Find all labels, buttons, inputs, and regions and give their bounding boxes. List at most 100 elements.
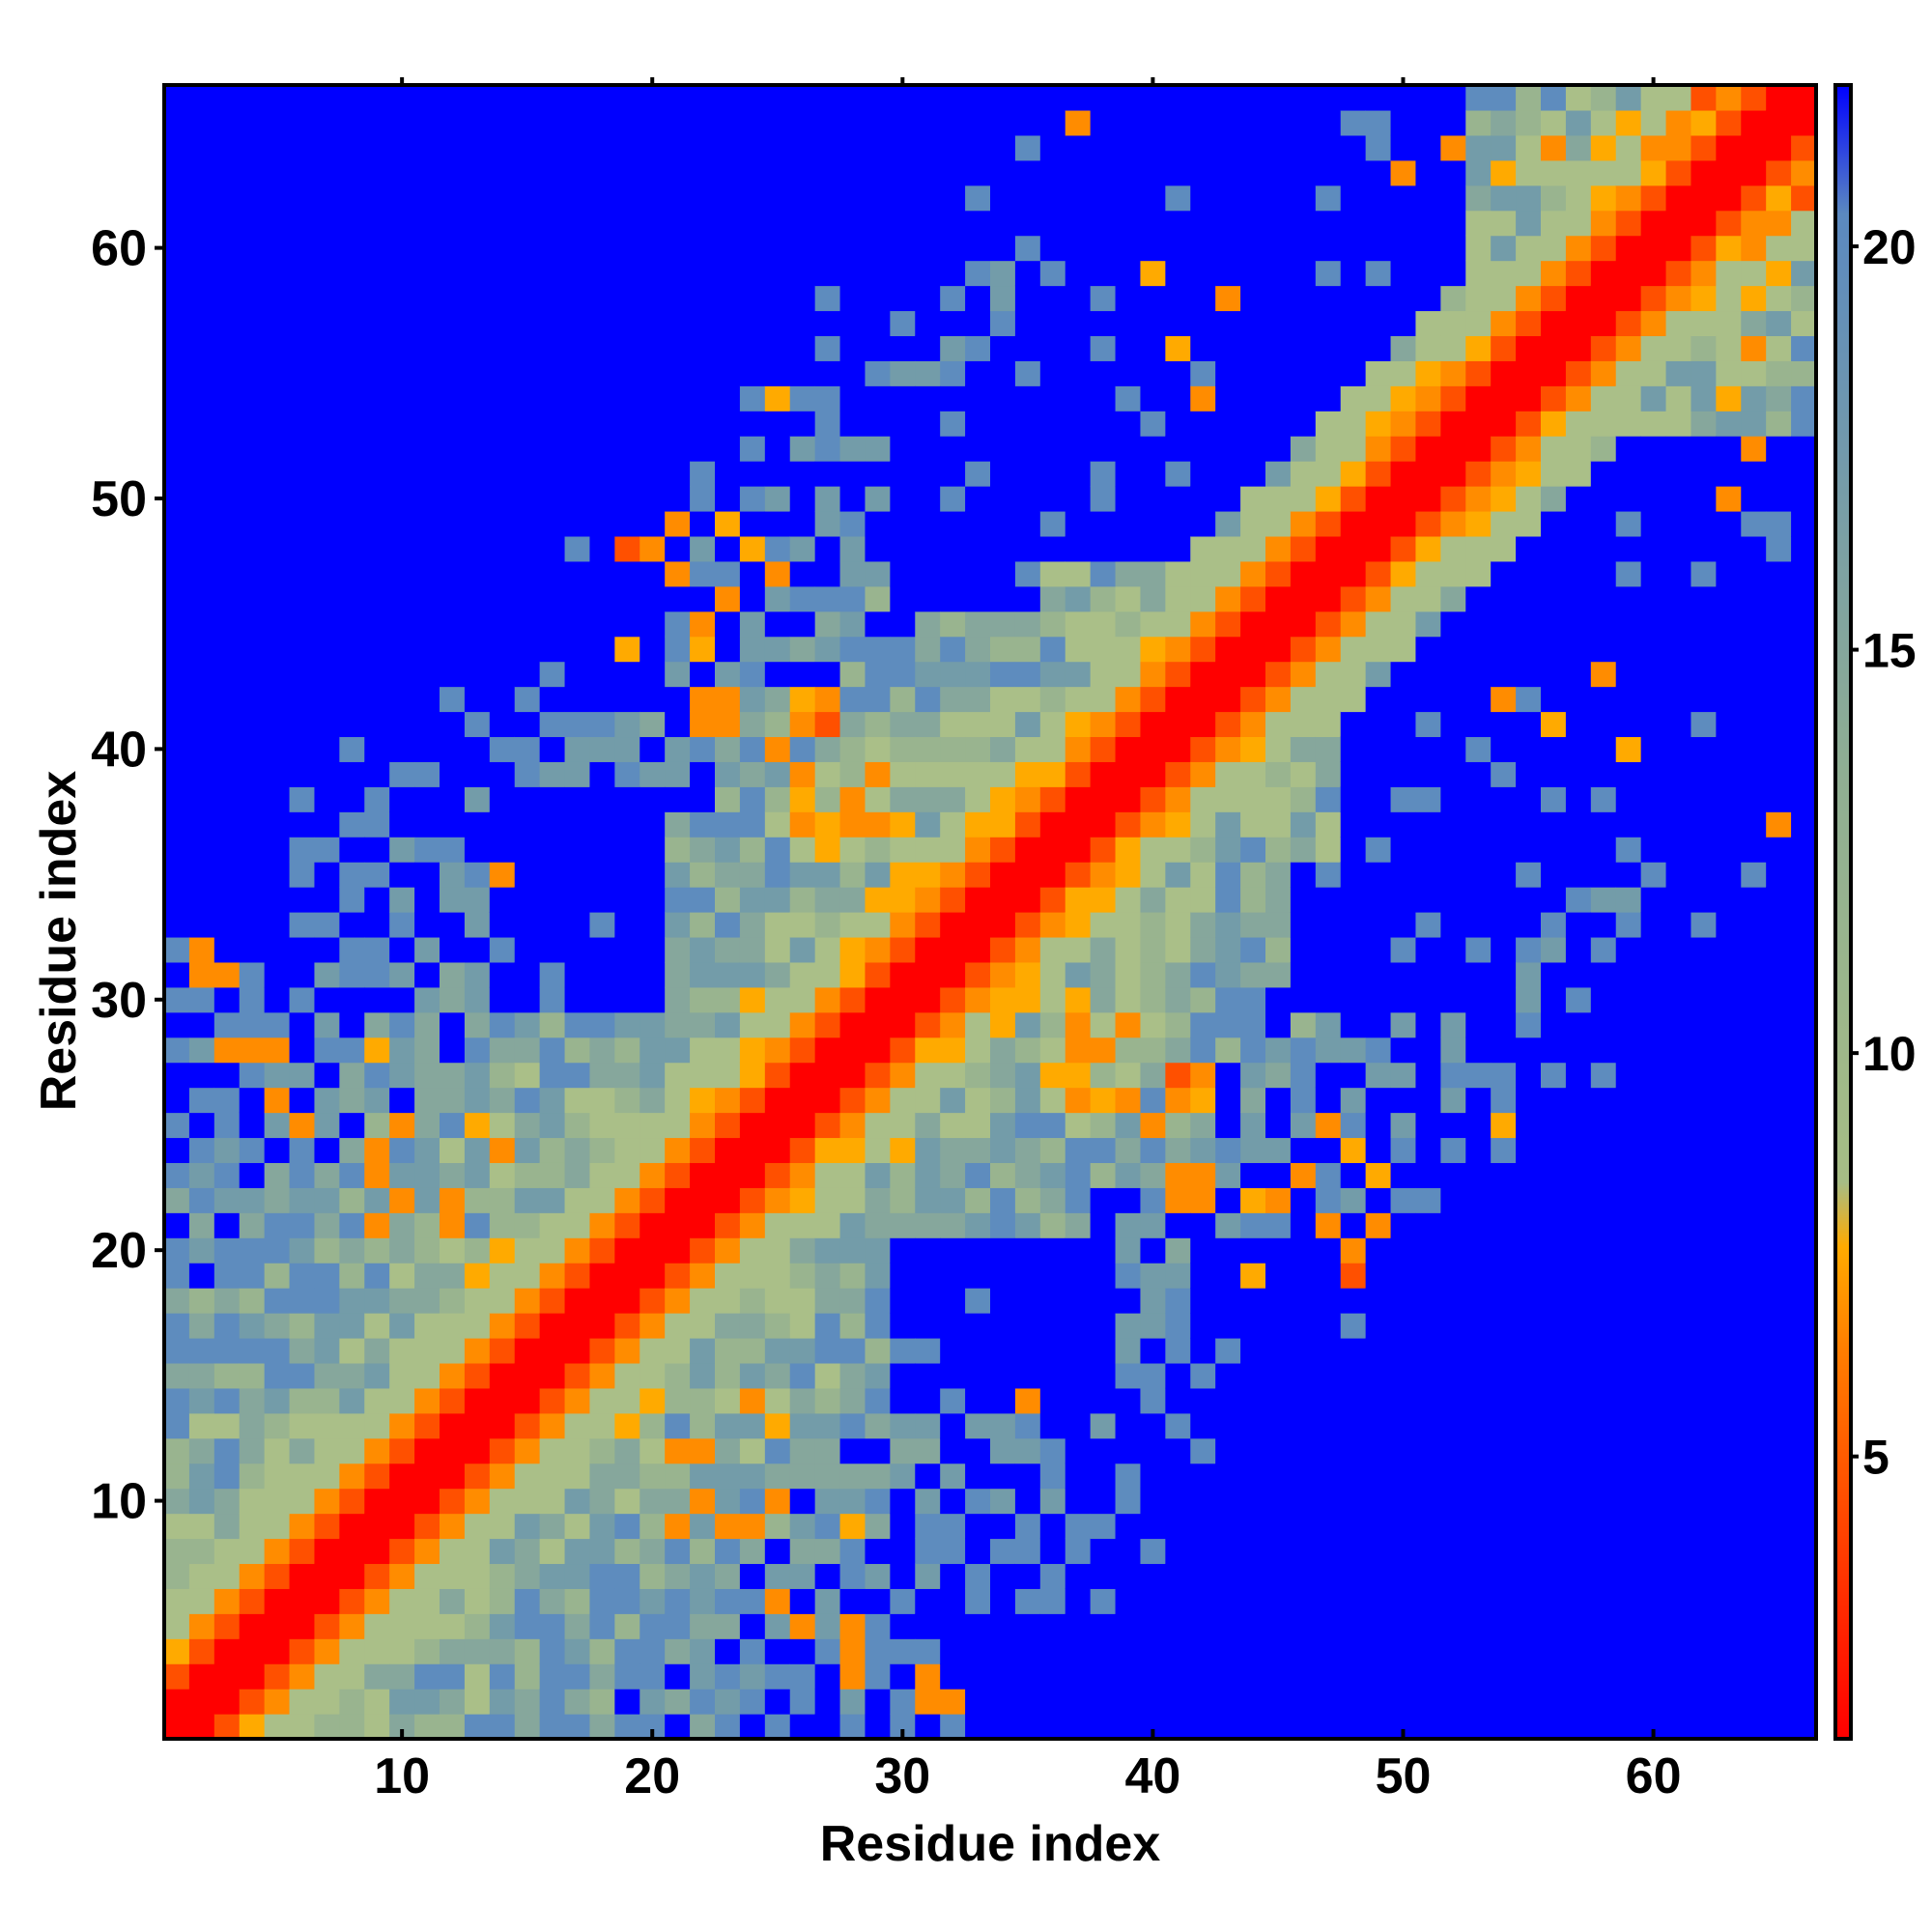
heatmap-cell (1741, 1288, 1767, 1314)
heatmap-cell (639, 1362, 666, 1389)
heatmap-cell (764, 1288, 791, 1314)
heatmap-cell (1640, 1437, 1667, 1464)
heatmap-cell (1665, 1337, 1692, 1364)
heatmap-cell (364, 986, 390, 1013)
heatmap-cell (739, 385, 766, 412)
heatmap-cell (1766, 535, 1792, 562)
heatmap-cell (539, 912, 566, 938)
heatmap-cell (1465, 159, 1492, 186)
heatmap-cell (639, 912, 666, 938)
heatmap-cell (1115, 636, 1142, 663)
heatmap-cell (1690, 961, 1717, 988)
heatmap-cell (464, 1011, 491, 1038)
heatmap-cell (1565, 310, 1592, 336)
heatmap-cell (1716, 185, 1742, 212)
heatmap-cell (1365, 711, 1392, 738)
heatmap-cell (1491, 862, 1517, 888)
heatmap-cell (839, 411, 867, 437)
heatmap-cell (1065, 411, 1092, 437)
heatmap-cell (314, 285, 340, 312)
heatmap-cell (564, 310, 591, 336)
heatmap-cell (440, 109, 466, 136)
heatmap-cell (715, 761, 741, 787)
heatmap-cell (1240, 611, 1266, 638)
heatmap-cell (1140, 1638, 1166, 1664)
heatmap-cell (1716, 461, 1742, 487)
heatmap-cell (1565, 837, 1592, 863)
heatmap-cell (715, 535, 741, 562)
heatmap-cell (1516, 510, 1542, 537)
heatmap-cell (1465, 1463, 1492, 1490)
heatmap-cell (1390, 1162, 1417, 1188)
heatmap-cell (739, 1638, 766, 1664)
heatmap-cell (890, 436, 916, 462)
heatmap-cell (1766, 210, 1792, 237)
heatmap-cell (1716, 385, 1742, 412)
heatmap-cell (1741, 1362, 1767, 1389)
heatmap-cell (1415, 210, 1441, 237)
heatmap-cell (314, 912, 340, 938)
heatmap-cell (1290, 1288, 1317, 1314)
heatmap-cell (464, 1087, 491, 1114)
heatmap-cell (1190, 1313, 1216, 1339)
heatmap-cell (1215, 1638, 1241, 1664)
heatmap-cell (314, 1412, 340, 1439)
heatmap-cell (1665, 636, 1692, 663)
heatmap-cell (1265, 1387, 1292, 1414)
heatmap-cell (1014, 1112, 1041, 1139)
heatmap-cell (865, 636, 891, 663)
heatmap-cell (1791, 185, 1817, 212)
heatmap-cell (764, 1362, 791, 1389)
heatmap-cell (1665, 1062, 1692, 1089)
heatmap-cell (1516, 1714, 1542, 1740)
heatmap-cell (539, 159, 566, 186)
heatmap-cell (1265, 210, 1292, 237)
heatmap-cell (915, 385, 941, 412)
heatmap-cell (990, 1037, 1016, 1064)
heatmap-cell (1465, 936, 1492, 963)
heatmap-cell (614, 535, 640, 562)
heatmap-cell (1590, 837, 1617, 863)
heatmap-cell (1491, 837, 1517, 863)
colorbar (1833, 83, 1853, 1741)
heatmap-cell (564, 1162, 591, 1188)
heatmap-cell (514, 1087, 541, 1114)
heatmap-cell (1465, 310, 1492, 336)
heatmap-cell (865, 585, 891, 612)
heatmap-cell (1215, 235, 1241, 262)
heatmap-cell (1415, 1412, 1441, 1439)
heatmap-cell (690, 661, 716, 688)
heatmap-cell (1640, 335, 1667, 361)
heatmap-cell (1115, 109, 1142, 136)
heatmap-cell (1365, 1488, 1392, 1515)
heatmap-cell (1065, 1463, 1092, 1490)
heatmap-cell (665, 535, 691, 562)
heatmap-cell (1190, 1387, 1216, 1414)
heatmap-cell (764, 335, 791, 361)
heatmap-cell (965, 1087, 991, 1114)
heatmap-cell (915, 360, 941, 386)
heatmap-cell (965, 1263, 991, 1289)
heatmap-cell (188, 134, 215, 161)
heatmap-cell (1590, 1412, 1617, 1439)
heatmap-cell (1440, 1387, 1466, 1414)
heatmap-cell (1039, 887, 1066, 913)
heatmap-cell (839, 936, 867, 963)
heatmap-cell (1390, 360, 1417, 386)
heatmap-cell (1516, 185, 1542, 212)
heatmap-cell (1215, 535, 1241, 562)
heatmap-cell (1190, 887, 1216, 913)
heatmap-cell (665, 1437, 691, 1464)
heatmap-cell (1716, 436, 1742, 462)
heatmap-cell (1440, 1263, 1466, 1289)
heatmap-cell (414, 1212, 440, 1238)
heatmap-cell (814, 961, 841, 988)
heatmap-cell (1115, 310, 1142, 336)
heatmap-cell (1090, 1513, 1117, 1540)
heatmap-cell (915, 936, 941, 963)
heatmap-cell (614, 210, 640, 237)
heatmap-cell (1465, 1112, 1492, 1139)
heatmap-cell (539, 585, 566, 612)
heatmap-cell (364, 560, 390, 587)
heatmap-cell (589, 1037, 615, 1064)
